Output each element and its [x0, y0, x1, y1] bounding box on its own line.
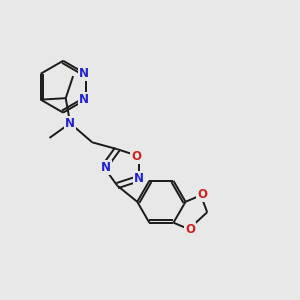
Text: O: O [131, 150, 141, 163]
Text: N: N [65, 117, 75, 130]
Text: N: N [101, 161, 111, 174]
Text: O: O [197, 188, 207, 201]
Text: N: N [79, 93, 89, 106]
Text: N: N [79, 67, 89, 80]
Text: N: N [134, 172, 144, 185]
Text: O: O [185, 223, 195, 236]
